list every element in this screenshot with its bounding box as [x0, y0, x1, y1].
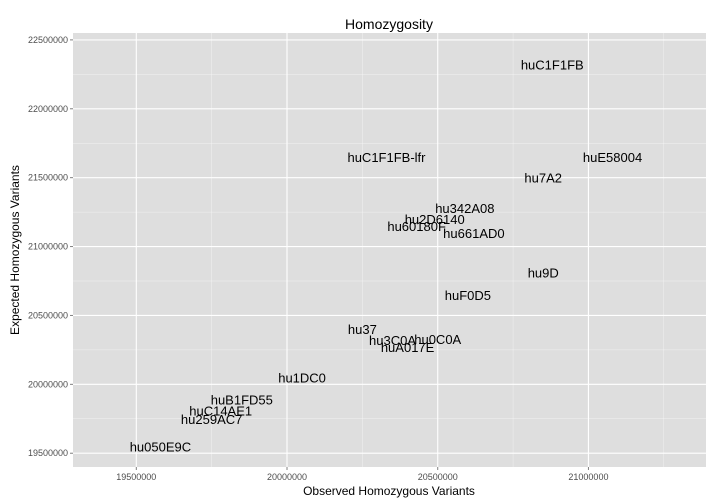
point-label: hu259AC7	[181, 412, 242, 427]
y-axis-ticks: 19500000 20000000 20500000 21000000 21500000…	[28, 35, 73, 458]
point-label: hu37	[348, 322, 377, 337]
y-tick-label: 22000000	[28, 104, 68, 114]
y-tick-label: 22500000	[28, 35, 68, 45]
point-label: hu342A08	[435, 201, 494, 216]
x-axis-ticks: 19500000 20000000 20500000 21000000	[116, 467, 608, 482]
point-label: hu050E9C	[130, 439, 191, 454]
x-tick-label: 20500000	[418, 472, 458, 482]
point-label: hu1DC0	[278, 370, 326, 385]
point-label: hu9D	[528, 266, 559, 281]
point-label: huE58004	[583, 150, 642, 165]
point-label: hu7A2	[524, 171, 562, 186]
point-label: huF0D5	[445, 288, 491, 303]
point-label: hu60180F	[387, 219, 446, 234]
point-label: hu661AD0	[443, 226, 504, 241]
point-label: hu2D6140	[405, 212, 465, 227]
point-label: hu0C0A	[414, 332, 461, 347]
y-tick-label: 20500000	[28, 310, 68, 320]
y-axis-title: Expected Homozygous Variants	[8, 165, 22, 335]
x-tick-label: 19500000	[116, 472, 156, 482]
y-tick-label: 21500000	[28, 173, 68, 183]
x-axis-title: Observed Homozygous Variants	[303, 484, 475, 498]
point-label: huC14AE1	[189, 404, 252, 419]
y-tick-label: 19500000	[28, 448, 68, 458]
grid-lines	[73, 33, 706, 467]
y-tick-label: 20000000	[28, 379, 68, 389]
x-tick-label: 21000000	[568, 472, 608, 482]
x-tick-label: 20000000	[267, 472, 307, 482]
point-label: huA017E	[381, 340, 435, 355]
point-label: huB1FD55	[211, 392, 273, 407]
chart-title: Homozygosity	[345, 16, 433, 32]
point-label: hu3C0A	[369, 333, 416, 348]
point-labels: huC1F1FB huC1F1FB-lfr huE58004 hu050E9C huB1…	[130, 58, 643, 455]
point-label: huC1F1FB	[521, 58, 584, 73]
point-label: huC1F1FB-lfr	[347, 150, 426, 165]
y-tick-label: 21000000	[28, 242, 68, 252]
plot-panel	[73, 33, 706, 467]
